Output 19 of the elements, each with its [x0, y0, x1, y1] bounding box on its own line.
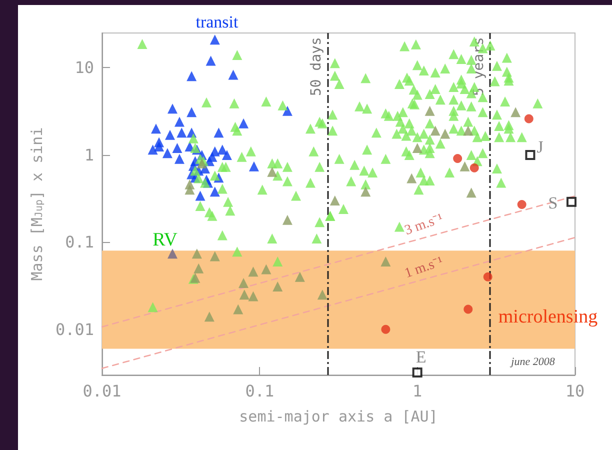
annotation: J: [536, 138, 544, 156]
annotation: E: [416, 348, 426, 366]
x-tick-label: 0.1: [245, 382, 274, 400]
annotation: S: [548, 194, 558, 212]
y-tick-label: 10: [74, 58, 94, 78]
text: transit: [196, 12, 239, 32]
y-tick-label: 0.01: [55, 320, 94, 339]
annotation: 1 m.s⁻¹: [402, 254, 446, 282]
annotation: june 2008: [509, 356, 556, 368]
x-tick-label: 1: [412, 382, 422, 400]
annotation: 3 m.s⁻¹: [402, 212, 446, 238]
x-tick-label: 10: [565, 382, 585, 400]
y-tick-label: 0.1: [65, 232, 94, 252]
y-tick-label: 1: [84, 145, 94, 164]
x-axis-title: semi-major axis a [AU]: [239, 408, 438, 426]
ref-line-label: 5 years: [471, 37, 488, 96]
ref-line-label: 50 days: [308, 37, 325, 96]
y-axis-title: Mass [MJup] x sini: [28, 127, 46, 281]
annotation: RV: [152, 230, 178, 250]
